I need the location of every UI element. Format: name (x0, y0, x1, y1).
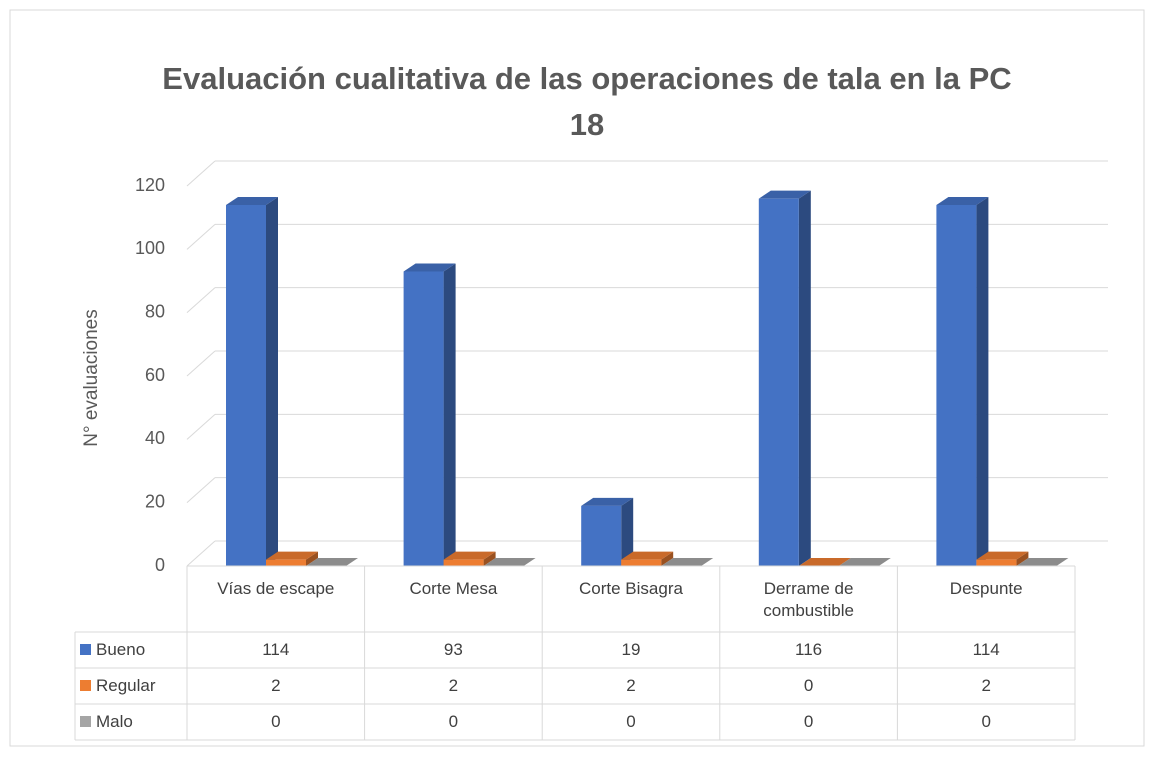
bar-front (936, 205, 977, 566)
legend-swatch (80, 716, 91, 727)
table-value: 114 (972, 640, 1000, 659)
bar-front (266, 559, 306, 566)
table-value: 0 (803, 712, 814, 731)
legend-swatch (80, 644, 91, 655)
bar-top (798, 558, 851, 566)
grid-line-side (186, 223, 216, 250)
bar-front (758, 198, 799, 566)
legend-swatch (80, 680, 91, 691)
legend-label: Malo (96, 712, 133, 731)
bar-front (581, 505, 622, 566)
bar-front (443, 559, 484, 566)
legend-label: Bueno (96, 640, 146, 659)
table-value: 0 (626, 712, 636, 731)
bar-top (976, 551, 1029, 560)
table-value: 114 (262, 640, 290, 659)
y-tick-label: 0 (155, 555, 165, 575)
bar-front (621, 559, 662, 566)
bar (226, 197, 278, 566)
bar-side (621, 497, 634, 566)
bar-top (581, 497, 634, 506)
bar (581, 497, 634, 566)
table-value: 116 (795, 640, 823, 659)
table-value: 0 (981, 712, 991, 731)
bar-top (266, 551, 318, 560)
legend-label: Regular (96, 676, 156, 695)
bar (483, 558, 536, 566)
bar (976, 551, 1029, 566)
x-tick-label: Derrame de combustible (763, 579, 854, 620)
x-tick-label: Corte Bisagra (579, 579, 683, 598)
bar-front (226, 205, 266, 566)
bar-front (976, 559, 1017, 566)
bar-side (976, 197, 989, 566)
table-value: 0 (448, 712, 459, 731)
bar (266, 551, 318, 566)
bar (621, 551, 674, 566)
x-tick-label: Despunte (949, 579, 1023, 598)
bar-top (621, 551, 674, 560)
grid-line-side (186, 160, 216, 187)
bar-side (443, 263, 456, 566)
bar-side (483, 551, 496, 566)
chart-title: Evaluación cualitativa de las operacione… (162, 61, 1012, 142)
table-value: 2 (271, 676, 281, 695)
x-tick-label: Corte Mesa (409, 579, 498, 598)
bar (443, 551, 496, 566)
bar-side (306, 551, 318, 566)
bar (403, 263, 456, 566)
bar-top (403, 263, 456, 272)
y-tick-label: 20 (145, 491, 165, 511)
bar-side (266, 197, 278, 566)
table-value: 2 (981, 676, 991, 695)
table-value: 93 (443, 640, 463, 659)
bar (838, 558, 891, 566)
table-value: 19 (621, 640, 641, 659)
table-value: 0 (271, 712, 281, 731)
bar (306, 558, 358, 566)
y-tick-label: 40 (145, 428, 165, 448)
y-axis-label: N° evaluaciones (81, 309, 102, 447)
bar (1016, 558, 1069, 566)
bar-top (483, 558, 536, 566)
chart-border (9, 9, 1145, 747)
grid-line-side (186, 413, 216, 440)
grid-line-side (186, 350, 216, 377)
bar-top (1016, 558, 1069, 566)
bar (798, 558, 851, 566)
y-tick-label: 60 (145, 365, 165, 385)
bar (758, 190, 811, 566)
bar (936, 197, 989, 566)
bar-side (661, 551, 674, 566)
grid-line-side (186, 540, 216, 567)
y-tick-label: 80 (145, 301, 165, 321)
bar-front (403, 271, 444, 566)
bar-top (443, 551, 496, 560)
table-value: 2 (448, 676, 459, 695)
y-tick-label: 120 (135, 175, 165, 195)
table-value: 2 (626, 676, 636, 695)
bar-top (758, 190, 811, 199)
table-value: 0 (803, 676, 814, 695)
grid-line-side (186, 287, 216, 314)
x-tick-label: Vías de escape (217, 579, 335, 598)
bar-top (226, 197, 278, 205)
bar (661, 558, 714, 566)
bar-top (306, 558, 358, 566)
bar-side (1016, 551, 1029, 566)
bar-top (936, 197, 989, 205)
bar-top (661, 558, 714, 566)
bar-top (838, 558, 891, 566)
bar-side (798, 190, 811, 566)
y-tick-label: 100 (135, 238, 165, 258)
grid-line-side (186, 477, 216, 504)
